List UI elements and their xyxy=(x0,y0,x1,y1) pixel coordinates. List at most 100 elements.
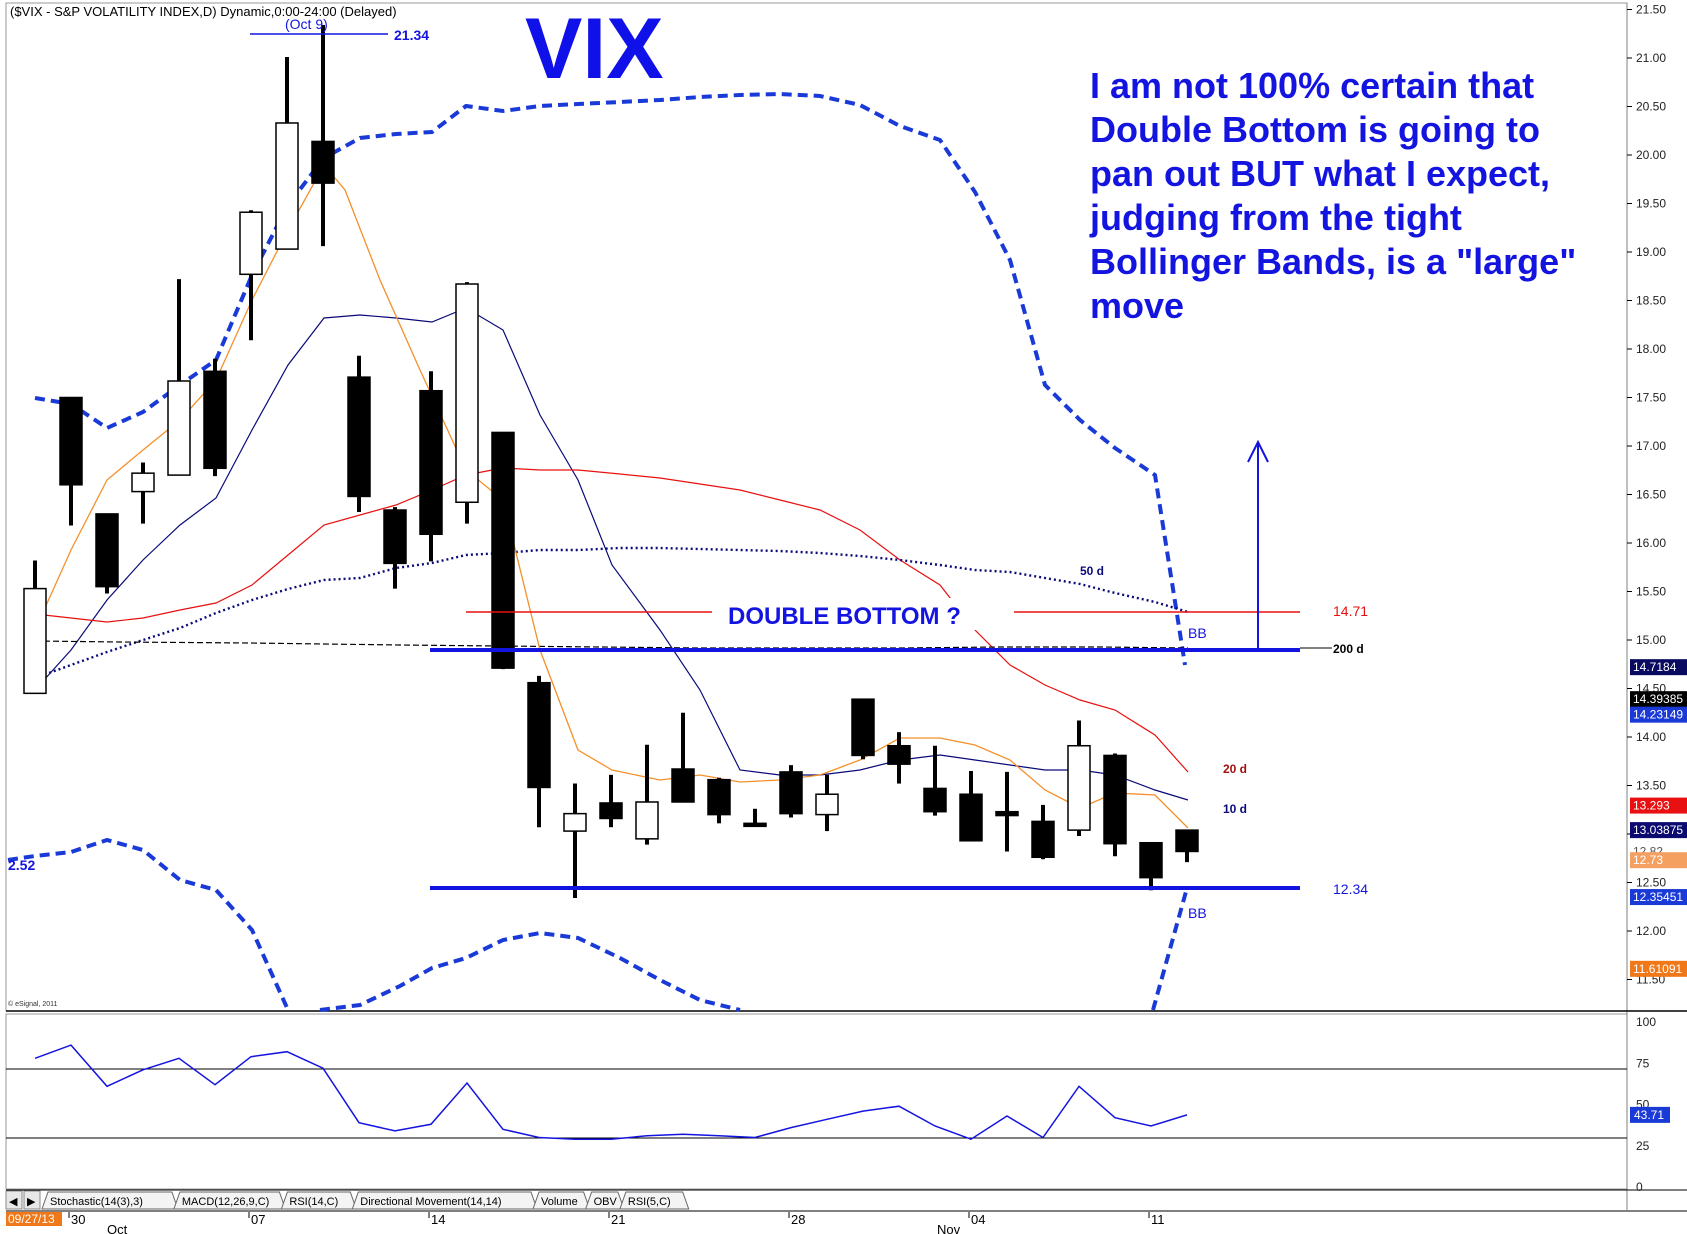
study-tab[interactable]: RSI(5,C) xyxy=(619,1191,690,1210)
candle-body-down xyxy=(959,793,983,842)
candle[interactable] xyxy=(959,770,983,842)
candle[interactable] xyxy=(995,771,1019,852)
candle[interactable] xyxy=(743,808,767,828)
candle-body-up xyxy=(1067,744,1091,831)
study-tab[interactable]: Directional Movement(14,14) xyxy=(351,1191,538,1210)
month-label: Oct xyxy=(107,1222,128,1234)
candle[interactable] xyxy=(563,783,587,899)
candle[interactable] xyxy=(491,431,515,670)
candle[interactable] xyxy=(815,774,839,832)
osc-tick-label: 0 xyxy=(1636,1180,1643,1194)
candle-body-down xyxy=(995,810,1019,817)
date-tick-label: 21 xyxy=(611,1212,625,1227)
price-tick-label: 17.00 xyxy=(1636,439,1666,453)
candle[interactable] xyxy=(383,507,407,589)
candle[interactable] xyxy=(1031,804,1055,860)
note-line-4: judging from the tight xyxy=(1089,197,1462,238)
study-tab-label: Directional Movement(14,14) xyxy=(360,1196,501,1208)
bollinger-band-line xyxy=(1151,887,1189,1011)
month-label: Nov xyxy=(937,1222,961,1234)
study-tab[interactable]: MACD(12,26,9,C) xyxy=(173,1191,287,1210)
candle[interactable] xyxy=(707,777,731,824)
candle[interactable] xyxy=(923,745,947,816)
candle-body-up xyxy=(167,380,191,476)
date-tick-label: 11 xyxy=(1151,1212,1165,1227)
double-bottom-label: DOUBLE BOTTOM ? xyxy=(728,603,961,630)
oscillator-panel[interactable] xyxy=(5,1013,1628,1190)
candle[interactable] xyxy=(167,279,191,476)
candle[interactable] xyxy=(275,57,299,250)
tab-scroll-right-icon[interactable]: ▶ xyxy=(27,1196,36,1208)
candle[interactable] xyxy=(779,765,803,818)
peak-value-label: 21.34 xyxy=(394,27,429,43)
study-tab[interactable]: RSI(14,C) xyxy=(280,1191,358,1210)
candle[interactable] xyxy=(419,371,443,562)
candle[interactable] xyxy=(455,282,479,524)
candle[interactable] xyxy=(347,355,371,512)
candle[interactable] xyxy=(851,698,875,760)
vix-heading: VIX xyxy=(525,1,664,97)
price-tick-label: 13.50 xyxy=(1636,779,1666,793)
candle-body-down xyxy=(923,787,947,813)
osc-tick-label: 75 xyxy=(1636,1056,1650,1070)
bb-lower-label: BB xyxy=(1188,905,1207,921)
price-tick-label: 21.50 xyxy=(1636,3,1666,17)
price-tag-label: 11.61091 xyxy=(1633,962,1682,976)
price-tag: 13.03875 xyxy=(1630,822,1687,839)
candle[interactable] xyxy=(671,712,695,803)
candle-body-down xyxy=(59,396,83,486)
price-tag-label: 13.293 xyxy=(1633,799,1670,813)
study-tab-label: RSI(5,C) xyxy=(628,1196,671,1208)
candle-body-down xyxy=(311,140,335,184)
bollinger-bands xyxy=(7,91,1189,1012)
price-tick-label: 20.00 xyxy=(1636,148,1666,162)
ma-10d-label: 10 d xyxy=(1223,802,1247,816)
chart-title: ($VIX - S&P VOLATILITY INDEX,D) Dynamic,… xyxy=(10,4,397,19)
price-tag: 14.7184 xyxy=(1630,659,1687,676)
price-tick-label: 17.50 xyxy=(1636,391,1666,405)
support-value-label: 12.34 xyxy=(1333,881,1368,897)
candle-body-up xyxy=(455,283,479,504)
candle[interactable] xyxy=(23,560,47,695)
candle[interactable] xyxy=(95,513,119,594)
price-tick-label: 12.00 xyxy=(1636,924,1666,938)
osc-current-value: 43.71 xyxy=(1634,1108,1664,1122)
ma-200d-line xyxy=(34,640,1189,649)
candle[interactable] xyxy=(131,462,155,524)
study-tab-strip: ◀ ▶ Stochastic(14(3),3) MACD(12,26,9,C) RS… xyxy=(5,1190,690,1210)
price-tag: 12.35451 xyxy=(1630,889,1687,906)
candle-body-up xyxy=(23,587,47,695)
candle-body-down xyxy=(95,513,119,588)
price-axis: 21.50 21.00 20.50 20.00 19.50 19.00 18.50 18.00… xyxy=(1627,3,1687,987)
candle[interactable] xyxy=(527,675,551,828)
candle[interactable] xyxy=(1067,720,1091,836)
candle[interactable] xyxy=(887,732,911,784)
study-tab[interactable]: Volume xyxy=(532,1191,591,1210)
copyright: © eSignal, 2011 xyxy=(8,1000,58,1008)
price-tick-label: 14.00 xyxy=(1636,730,1666,744)
ma-50d-label: 50 d xyxy=(1080,564,1104,578)
candle-body-down xyxy=(419,389,443,536)
candle-body-down xyxy=(671,768,695,803)
date-tick-label: 28 xyxy=(791,1212,805,1227)
candle[interactable] xyxy=(59,396,83,526)
left-edge-value: 2.52 xyxy=(8,857,35,873)
tab-scroll-left-icon[interactable]: ◀ xyxy=(9,1196,18,1208)
candle[interactable] xyxy=(239,210,263,341)
candle[interactable] xyxy=(1175,829,1199,863)
price-tick-label: 16.00 xyxy=(1636,536,1666,550)
candle[interactable] xyxy=(635,744,659,845)
candle[interactable] xyxy=(311,25,335,247)
study-tab[interactable]: OBV xyxy=(584,1191,625,1210)
candle[interactable] xyxy=(203,358,227,477)
candle-body-up xyxy=(131,472,155,493)
candle[interactable] xyxy=(599,774,623,828)
candle[interactable] xyxy=(1103,753,1127,857)
study-tab[interactable]: Stochastic(14(3),3) xyxy=(41,1191,179,1210)
price-tick-label: 19.50 xyxy=(1636,197,1666,211)
date-axis: 09/27/13 30 07 14 21 28 04 11 Oct Nov xyxy=(6,1212,1165,1234)
resistance-value-label: 14.71 xyxy=(1333,603,1368,619)
candle[interactable] xyxy=(1139,841,1163,891)
price-tick-label: 16.50 xyxy=(1636,488,1666,502)
note-line-1: I am not 100% certain that xyxy=(1090,65,1534,106)
